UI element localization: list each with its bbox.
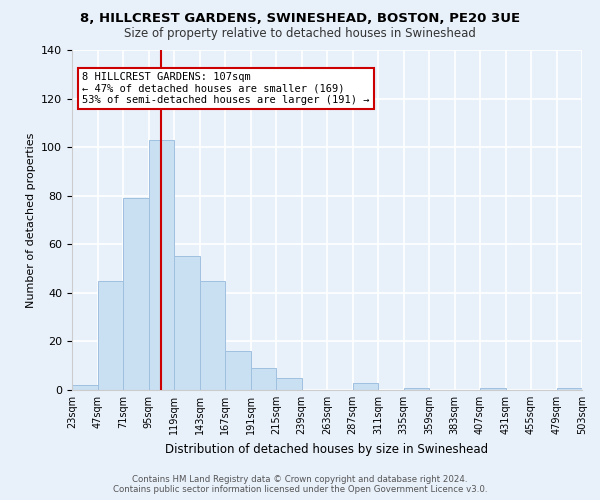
Text: 8 HILLCREST GARDENS: 107sqm
← 47% of detached houses are smaller (169)
53% of se: 8 HILLCREST GARDENS: 107sqm ← 47% of det… [82,72,370,106]
X-axis label: Distribution of detached houses by size in Swineshead: Distribution of detached houses by size … [166,442,488,456]
Bar [174,256,199,390]
Bar [276,378,302,390]
Bar [480,388,505,390]
Bar [251,368,276,390]
Bar [557,388,582,390]
Text: Size of property relative to detached houses in Swineshead: Size of property relative to detached ho… [124,28,476,40]
Bar [149,140,174,390]
Bar [225,351,251,390]
Bar [97,280,123,390]
Bar [123,198,149,390]
Text: Contains HM Land Registry data © Crown copyright and database right 2024.
Contai: Contains HM Land Registry data © Crown c… [113,474,487,494]
Bar [353,382,378,390]
Text: 8, HILLCREST GARDENS, SWINESHEAD, BOSTON, PE20 3UE: 8, HILLCREST GARDENS, SWINESHEAD, BOSTON… [80,12,520,26]
Bar [404,388,429,390]
Bar [199,280,225,390]
Bar [72,385,97,390]
Y-axis label: Number of detached properties: Number of detached properties [26,132,35,308]
